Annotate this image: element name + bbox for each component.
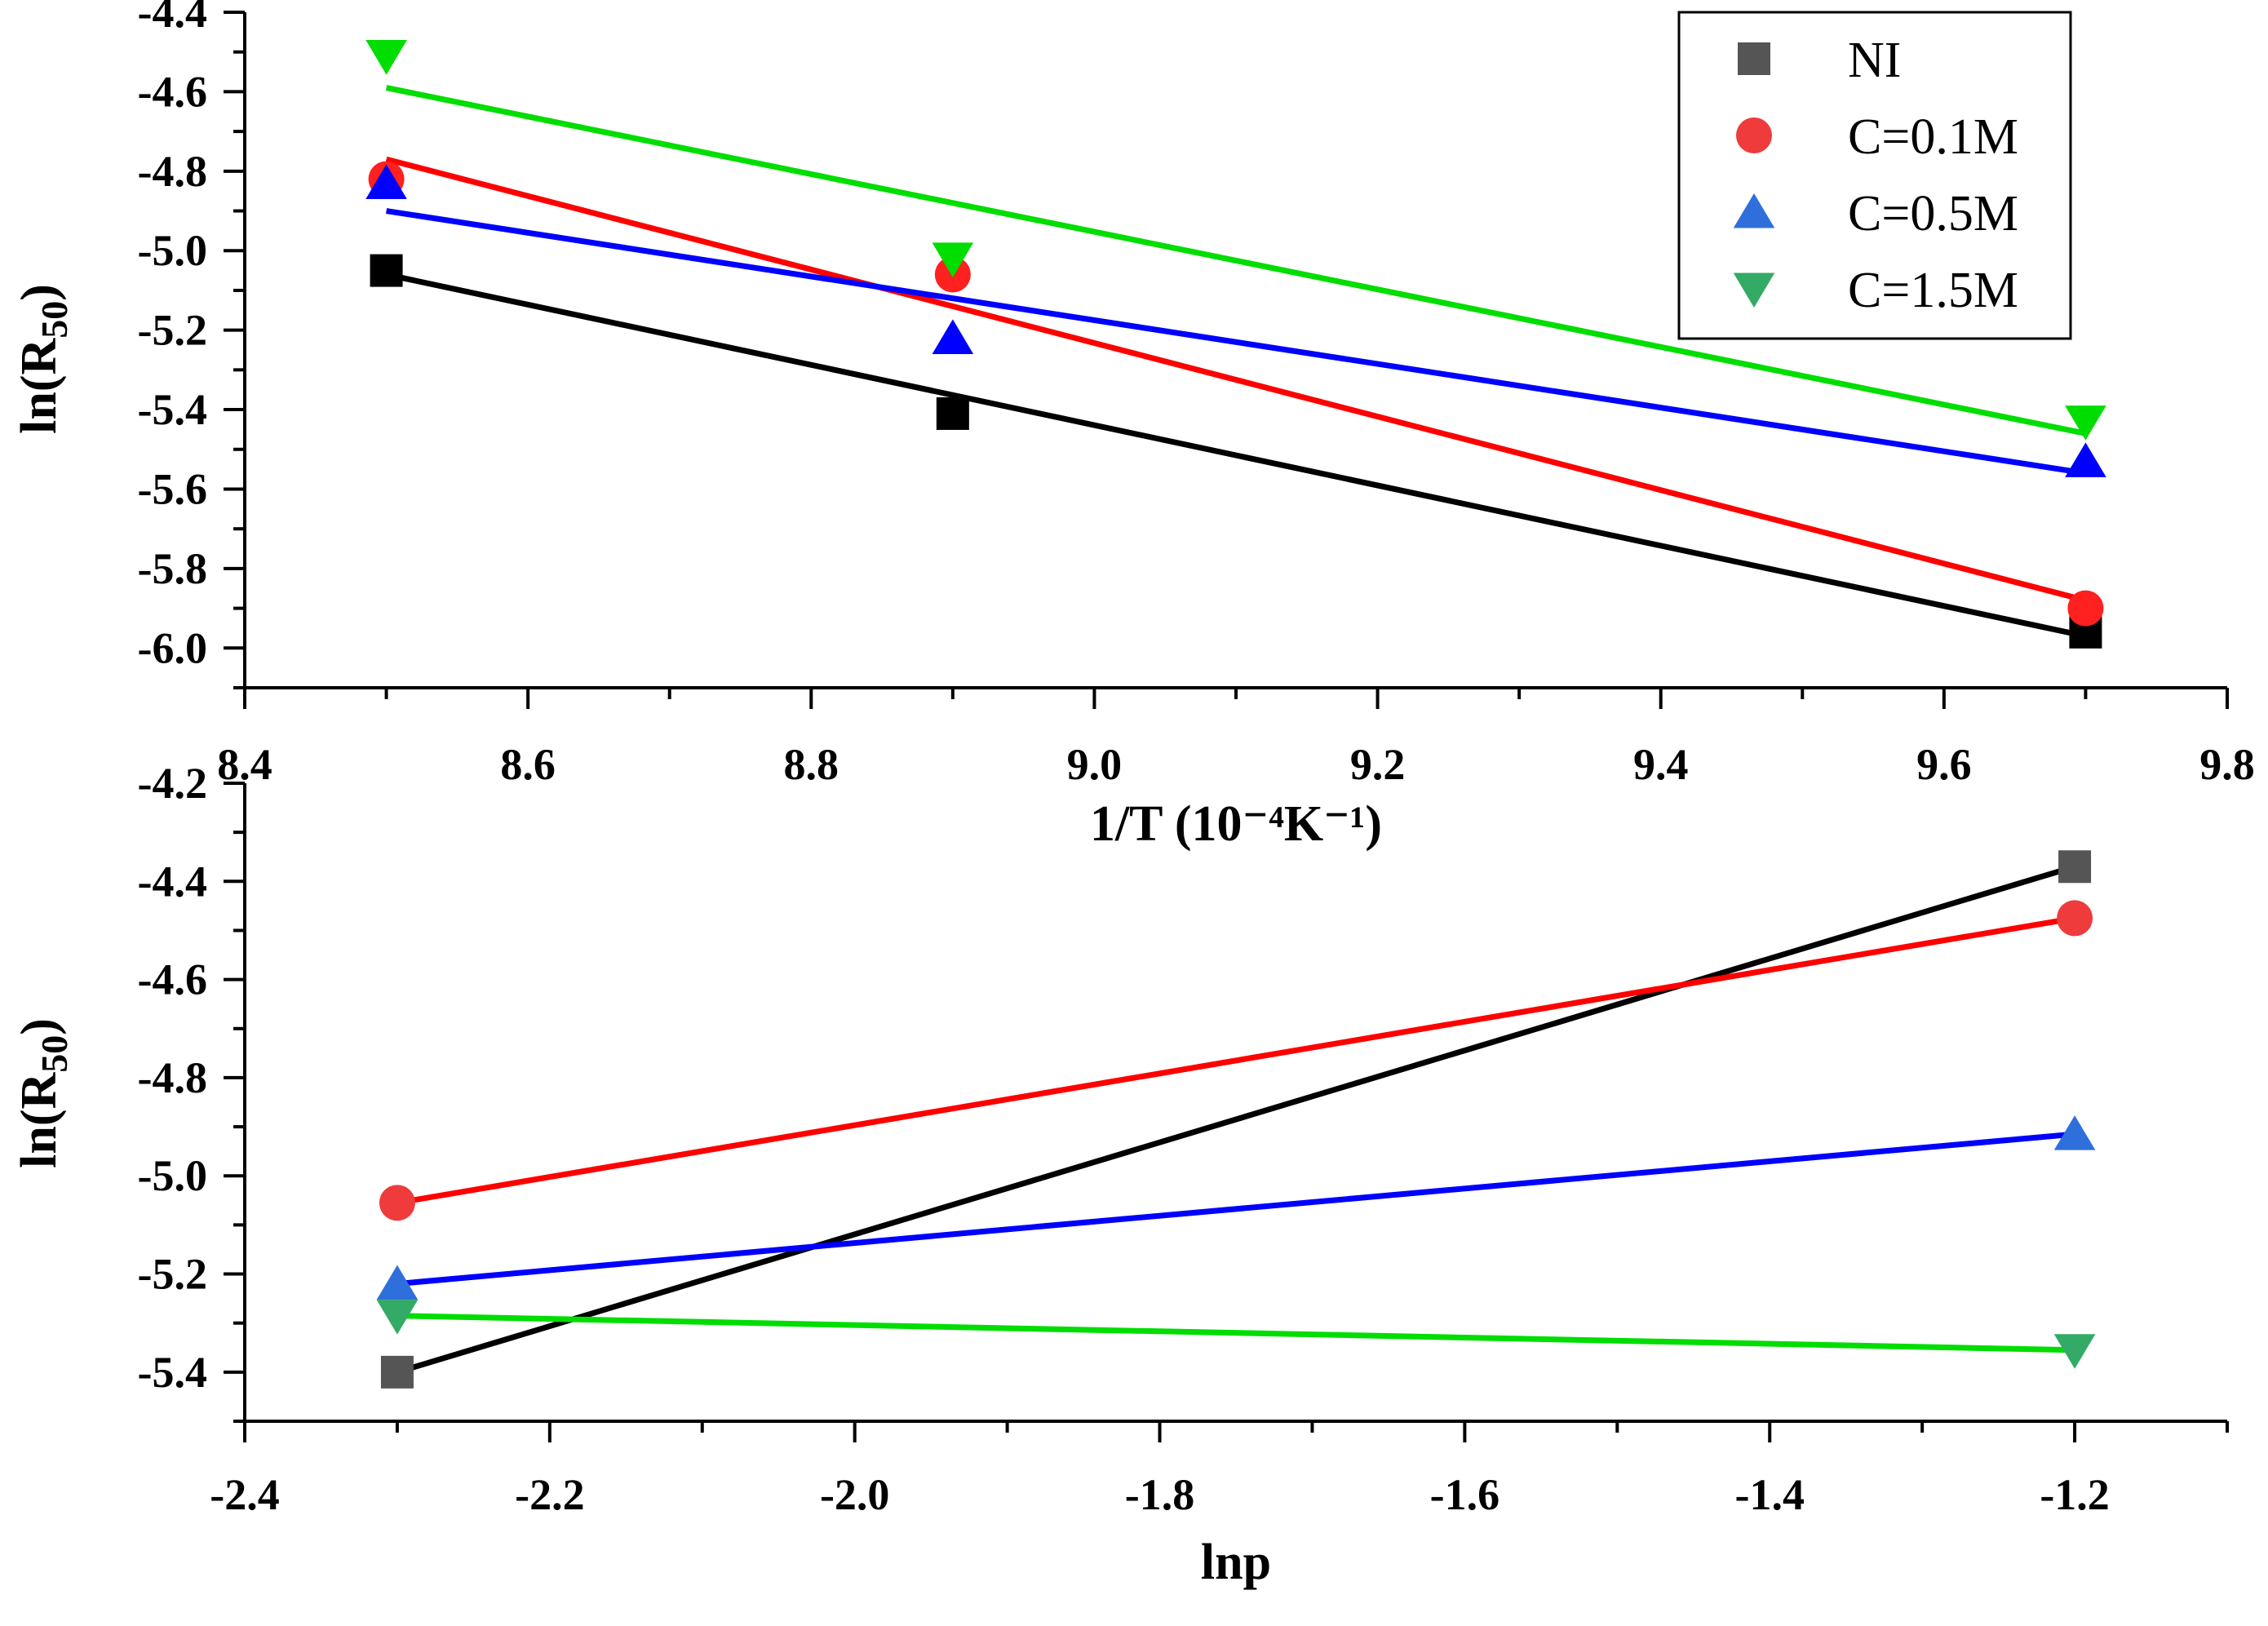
fit-line-c-0-1m: [396, 915, 2075, 1206]
x-axis-title: lnp: [1201, 1535, 1271, 1590]
y-tick-label: -5.2: [138, 306, 207, 355]
data-point-ni: [370, 254, 403, 287]
data-point-ni: [936, 397, 969, 430]
data-point-c-1-5m: [2065, 405, 2106, 441]
x-tick-label: 9.0: [1067, 740, 1123, 789]
data-point-c-1-5m: [932, 242, 974, 277]
data-point-c-0-5m: [365, 164, 407, 199]
x-tick-label: -1.4: [1734, 1470, 1804, 1519]
fit-line-c-0-5m: [396, 1131, 2075, 1287]
fit-line-ni: [396, 863, 2076, 1376]
y-tick-label: -5.4: [138, 1348, 207, 1397]
y-tick-label: -4.8: [138, 147, 207, 196]
x-tick-label: 9.4: [1633, 740, 1689, 789]
legend-label-c-0-5m: C=0.5M: [1848, 186, 2018, 241]
y-tick-label: -4.6: [138, 955, 207, 1004]
y-axis-title-close: ): [11, 1018, 67, 1035]
y-axis-title-main: ln(R: [11, 338, 67, 434]
y-axis-title-close: ): [11, 284, 67, 301]
x-tick-label: -1.8: [1125, 1470, 1194, 1519]
data-point-c-0-5m: [2053, 1115, 2096, 1150]
legend-marker-ni: [1738, 42, 1770, 75]
x-tick-label: 8.6: [500, 740, 556, 789]
x-tick-label: 9.2: [1350, 740, 1406, 789]
legend-marker-c-1-5m: [1733, 272, 1775, 308]
panel-pressure: -2.4 -2.2 -2.0 -1.8 -1.6 -1.4 -1.2 -4.2 -4.4 -4.6…: [11, 759, 2229, 1590]
data-point-c-0-5m: [2065, 442, 2106, 477]
y-tick-label: -6.0: [138, 623, 207, 672]
y-tick-label: -5.2: [138, 1250, 207, 1299]
data-point-c-1-5m: [376, 1300, 419, 1335]
x-tick-label: -2.2: [515, 1470, 584, 1519]
y-tick-label: -4.6: [138, 67, 207, 116]
data-point-ni: [2058, 850, 2092, 884]
y-axis-title: ln(R50): [11, 284, 75, 434]
x-tick-label: -2.4: [210, 1470, 279, 1519]
data-point-c-1-5m: [2053, 1334, 2096, 1369]
data-point-c-0-1m: [379, 1185, 415, 1221]
fit-line-c-1-5m: [385, 85, 2087, 436]
x-tick-label: -1.2: [2040, 1470, 2109, 1519]
legend-marker-c-0-5m: [1733, 193, 1775, 228]
x-tick-label: 8.8: [784, 740, 839, 789]
x-tick-label: -1.6: [1430, 1470, 1499, 1519]
data-point-c-0-1m: [2067, 590, 2104, 627]
fit-line-c-0-1m: [385, 156, 2087, 604]
x-tick-label: -2.0: [820, 1470, 889, 1519]
y-axis-title: ln(R50): [11, 1018, 75, 1168]
legend-marker-c-0-1m: [1736, 117, 1772, 153]
y-axis-title-subscript: 50: [33, 1035, 75, 1073]
panel-temperature: 8.4 8.6 8.8 9.0 9.2 9.4 9.6 9.8 -4.4 -4.6 -4.8 -5.0…: [11, 0, 2255, 852]
legend-label-c-0-1m: C=0.1M: [1848, 109, 2018, 165]
x-axis-title: 1/T (10⁻⁴K⁻¹): [1090, 796, 1382, 852]
y-tick-label: -4.8: [138, 1053, 207, 1102]
x-tick-label: 8.4: [217, 740, 272, 789]
data-point-c-0-5m: [932, 319, 974, 354]
x-tick-label: 9.6: [1916, 740, 1972, 789]
legend-label-c-1-5m: C=1.5M: [1848, 263, 2018, 318]
y-tick-label: -5.0: [138, 1151, 207, 1200]
legend: NI C=0.1M C=0.5M C=1.5M: [1677, 11, 2072, 340]
fit-line-ni: [385, 272, 2087, 640]
y-tick-label: -5.8: [138, 544, 207, 593]
x-tick-label: 9.8: [2199, 740, 2255, 789]
y-tick-label: -5.4: [138, 385, 207, 434]
data-point-ni: [380, 1355, 414, 1389]
y-axis-title-main: ln(R: [11, 1072, 67, 1168]
legend-label-ni: NI: [1848, 33, 1901, 88]
data-point-c-1-5m: [365, 40, 407, 75]
data-point-c-0-1m: [2057, 900, 2093, 937]
y-tick-label: -5.6: [138, 464, 207, 513]
y-tick-label: -4.4: [138, 857, 207, 906]
y-tick-label: -4.2: [138, 759, 207, 808]
data-point-c-0-5m: [376, 1265, 419, 1300]
fit-line-c-0-5m: [386, 208, 2086, 476]
y-tick-label: -4.4: [138, 0, 207, 37]
y-axis-title-subscript: 50: [33, 301, 75, 339]
fit-line-c-1-5m: [396, 1313, 2075, 1354]
y-tick-label: -5.0: [138, 226, 207, 275]
